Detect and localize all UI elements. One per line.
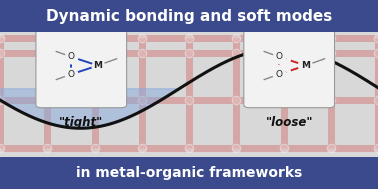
Text: O: O xyxy=(275,70,282,79)
FancyBboxPatch shape xyxy=(36,26,127,108)
Text: O: O xyxy=(275,52,282,61)
Bar xyxy=(0,0,378,32)
Text: Dynamic bonding and soft modes: Dynamic bonding and soft modes xyxy=(46,9,332,23)
Text: in metal-organic frameworks: in metal-organic frameworks xyxy=(76,166,302,180)
Text: "tight": "tight" xyxy=(59,116,104,129)
Text: O: O xyxy=(67,70,74,79)
Bar xyxy=(0,157,378,189)
Text: M: M xyxy=(93,61,102,70)
Text: M: M xyxy=(301,61,310,70)
Text: O: O xyxy=(67,52,74,61)
FancyBboxPatch shape xyxy=(244,26,335,108)
Text: "loose": "loose" xyxy=(265,116,313,129)
